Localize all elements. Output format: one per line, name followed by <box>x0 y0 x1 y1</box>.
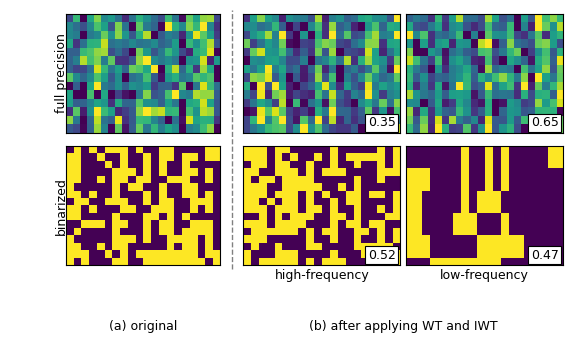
Text: 0.65: 0.65 <box>531 116 559 129</box>
Text: 0.35: 0.35 <box>368 116 396 129</box>
X-axis label: low-frequency: low-frequency <box>440 269 529 282</box>
Text: 0.52: 0.52 <box>368 249 396 262</box>
X-axis label: high-frequency: high-frequency <box>275 269 369 282</box>
Y-axis label: binarized: binarized <box>55 177 68 235</box>
Text: (a) original: (a) original <box>109 320 177 333</box>
Text: (b) after applying WT and IWT: (b) after applying WT and IWT <box>309 320 498 333</box>
Text: 0.47: 0.47 <box>531 249 559 262</box>
Y-axis label: full precision: full precision <box>55 33 68 113</box>
